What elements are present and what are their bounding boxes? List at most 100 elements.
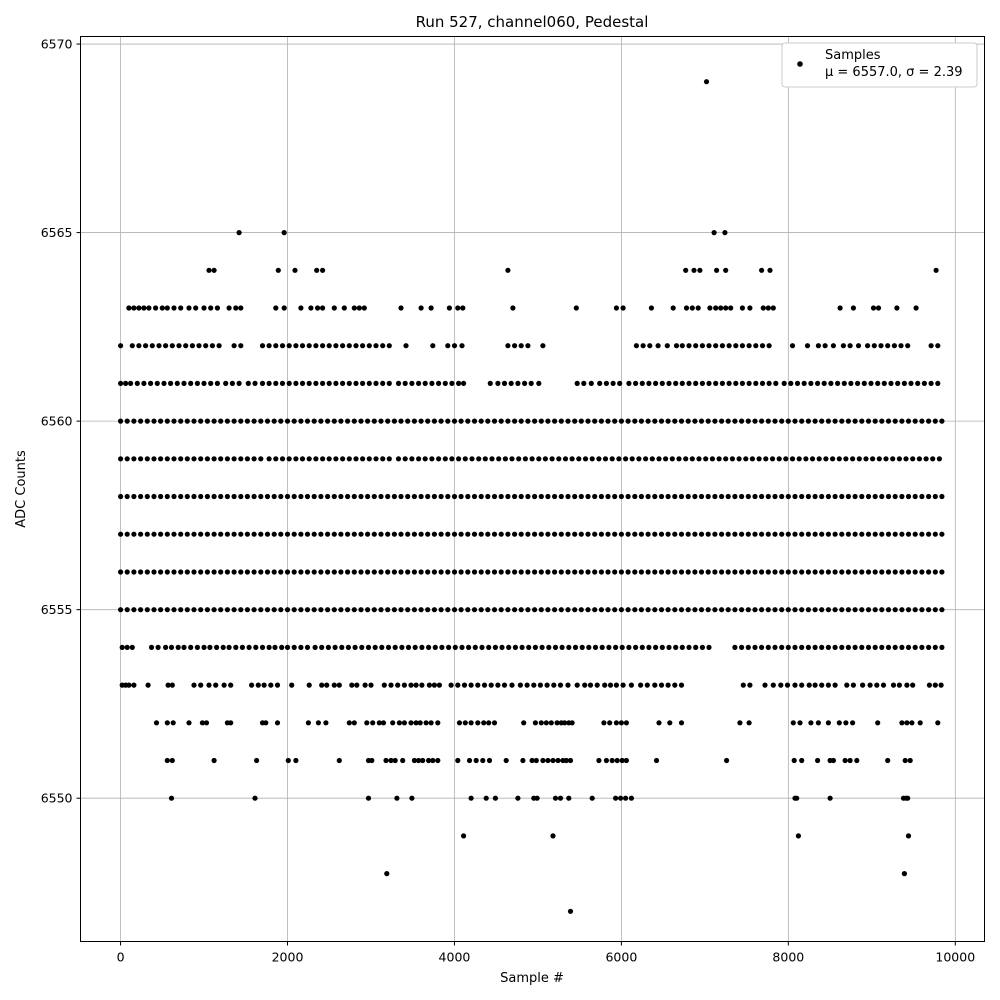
data-point (505, 418, 511, 424)
data-point (291, 493, 297, 500)
data-point (692, 607, 698, 613)
data-point (522, 380, 528, 386)
data-point (698, 569, 705, 575)
data-point (939, 531, 945, 537)
y-tick-label: 6555 (41, 602, 73, 617)
data-point (204, 456, 210, 462)
data-point (633, 380, 639, 386)
data-point (602, 682, 608, 688)
data-point (692, 493, 698, 500)
data-point (398, 531, 404, 537)
data-point (819, 644, 825, 651)
data-point (292, 267, 298, 273)
data-point (320, 267, 326, 273)
data-point (491, 720, 498, 726)
data-point (912, 644, 918, 651)
data-point (318, 569, 324, 575)
data-point (859, 493, 865, 500)
data-point (299, 343, 306, 349)
data-point (323, 720, 329, 726)
data-point (291, 569, 297, 575)
data-point (209, 343, 215, 349)
data-point (910, 682, 916, 688)
data-point (872, 644, 878, 651)
data-point (311, 493, 317, 500)
data-point (572, 607, 578, 613)
data-point (919, 531, 925, 537)
data-point (921, 380, 928, 386)
data-point (485, 607, 491, 613)
data-point (926, 569, 932, 575)
data-point (371, 531, 377, 537)
data-point (154, 380, 160, 386)
data-point (736, 456, 742, 462)
data-point (801, 380, 807, 386)
data-point (819, 682, 825, 688)
data-point (278, 493, 284, 500)
data-point (345, 531, 351, 537)
data-point (304, 644, 311, 651)
data-point (184, 531, 190, 537)
data-point (525, 569, 531, 575)
data-point (759, 644, 765, 651)
data-point (552, 493, 558, 500)
data-point (171, 607, 177, 613)
data-point (426, 682, 432, 688)
data-point (390, 720, 396, 726)
data-point (380, 720, 387, 726)
data-point (656, 456, 662, 462)
data-point (449, 380, 455, 386)
data-point (496, 456, 502, 462)
data-point (836, 720, 842, 726)
data-point (723, 267, 729, 273)
data-point (418, 418, 424, 424)
data-point (352, 644, 358, 651)
data-point (472, 644, 478, 651)
data-point (843, 720, 849, 726)
data-point (532, 493, 538, 500)
data-point (138, 493, 144, 500)
data-point (939, 418, 945, 424)
data-point (214, 305, 220, 311)
data-point (188, 380, 194, 386)
data-point (231, 343, 237, 349)
data-point (707, 305, 713, 311)
data-point (765, 531, 771, 537)
data-point (765, 607, 771, 613)
data-point (779, 418, 785, 424)
data-point (408, 720, 414, 726)
data-point (562, 456, 569, 462)
data-point (689, 456, 695, 462)
data-point (579, 644, 585, 651)
data-point (346, 343, 352, 349)
data-point (839, 493, 845, 500)
data-point (792, 493, 798, 500)
data-point (291, 418, 297, 424)
data-point (442, 380, 448, 386)
data-point (448, 682, 454, 688)
data-point (867, 682, 873, 688)
data-point (732, 493, 738, 500)
data-point (211, 757, 217, 764)
data-point (587, 682, 594, 688)
data-point (409, 795, 415, 801)
data-point (865, 531, 872, 537)
data-point (360, 456, 366, 462)
data-point (360, 343, 366, 349)
y-tick-label: 6550 (41, 791, 73, 806)
data-point (198, 531, 204, 537)
data-point (592, 644, 599, 651)
data-point (544, 682, 550, 688)
data-point (644, 682, 650, 688)
data-point (792, 418, 798, 424)
data-point (128, 380, 134, 386)
data-point (151, 607, 157, 613)
data-point (565, 493, 571, 500)
data-point (525, 531, 531, 537)
data-point (376, 720, 382, 726)
data-point (850, 305, 857, 311)
data-point (572, 644, 579, 651)
data-point (158, 569, 164, 575)
data-point (401, 682, 407, 688)
data-point (896, 682, 903, 688)
